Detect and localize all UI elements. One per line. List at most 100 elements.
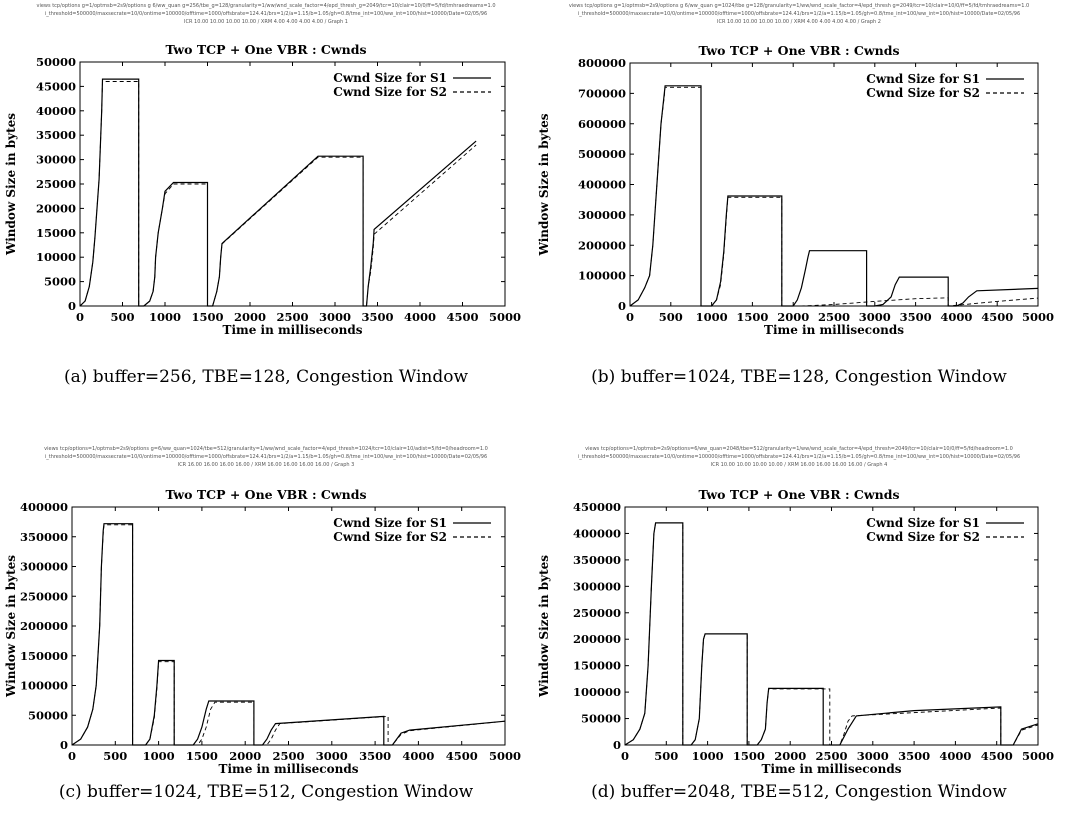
y-tick-label: 150000 [573,659,621,673]
caption-c: (c) buffer=1024, TBE=512, Congestion Win… [58,782,474,802]
legend-label-s1: Cwnd Size for S1 [866,72,980,86]
y-tick-label: 300000 [20,560,68,574]
y-tick-label: 20000 [36,201,76,215]
caption-a: (a) buffer=256, TBE=128, Congestion Wind… [63,367,469,387]
x-tick-label: 500 [110,310,134,324]
x-tick-label: 0 [76,310,84,324]
y-tick-label: 35000 [36,128,76,142]
y-axis-label: Window Size in bytes [4,555,18,698]
x-tick-label: 0 [626,310,634,324]
x-tick-label: 3000 [857,749,889,763]
x-tick-label: 1000 [692,749,724,763]
x-tick-label: 1000 [696,310,728,324]
y-tick-label: 0 [618,299,626,313]
y-axis-label: Window Size in bytes [537,113,551,256]
x-tick-label: 3500 [900,310,932,324]
y-tick-label: 700000 [578,86,626,100]
legend-label-s2: Cwnd Size for S2 [866,530,980,544]
x-tick-label: 5000 [1022,310,1054,324]
y-tick-label: 100000 [578,269,626,283]
x-axis-label: Time in milliseconds [762,762,902,776]
x-tick-label: 5000 [489,749,521,763]
header-line: i_threshold=500000/maxsecrate=10/0/ontim… [578,454,1020,460]
chart-svg: views tcp/options g=1/optmsb=2s9/options… [4,3,521,337]
series-line-s1 [71,523,506,746]
chart-svg: views tcp/options=1/optmsb=2s9/options g… [4,446,521,776]
y-tick-label: 40000 [36,104,76,118]
chart-title: Two TCP + One VBR : Cwnds [165,487,366,502]
legend-label-s2: Cwnd Size for S2 [866,86,980,100]
series-line-s2 [629,86,1039,307]
y-tick-label: 500000 [578,147,626,161]
y-axis-label: Window Size in bytes [4,113,18,256]
legend-label-s1: Cwnd Size for S1 [333,71,447,85]
y-tick-label: 200000 [20,619,68,633]
y-tick-label: 50000 [28,708,68,722]
series-line-s2 [624,522,1039,746]
header-line: views tcp/options=1/optmsb=2s9/options=6… [585,446,1013,452]
x-tick-label: 4000 [402,749,434,763]
header-line: ICR 10.00 10.00 10.00 10.00 / XRM 16.00 … [711,462,888,468]
x-tick-label: 2500 [272,749,304,763]
y-tick-label: 350000 [20,530,68,544]
y-tick-label: 600000 [578,117,626,131]
x-tick-label: 4000 [404,310,436,324]
header-line: views tcp/options g=1/optmsb=2s9/options… [569,3,1029,9]
x-tick-label: 4500 [446,310,478,324]
x-tick-label: 1000 [143,749,175,763]
y-tick-label: 150000 [20,649,68,663]
x-tick-label: 3000 [316,749,348,763]
x-tick-label: 2000 [229,749,261,763]
y-tick-label: 200000 [573,632,621,646]
y-tick-label: 45000 [36,79,76,93]
x-tick-label: 5000 [1022,749,1054,763]
x-tick-label: 3000 [319,310,351,324]
x-tick-label: 1500 [733,749,765,763]
y-tick-label: 0 [60,738,68,752]
chart-title: Two TCP + One VBR : Cwnds [165,42,366,57]
x-axis-label: Time in milliseconds [764,323,904,337]
figure-panel-d: views tcp/options=1/optmsb=2s9/options=6… [533,415,1065,829]
header-line: i_threshold=500000/maxsecrate=10/0/ontim… [45,454,487,460]
header-line: ICR 16.00 16.00 16.00 16.00 / XRM 16.00 … [178,462,355,468]
header-line: i_threshold=500000/maxsecrate=10/0/ontim… [45,11,487,17]
y-tick-label: 15000 [36,226,76,240]
y-axis-label: Window Size in bytes [537,555,551,698]
x-tick-label: 500 [659,310,683,324]
x-tick-label: 1500 [191,310,223,324]
x-tick-label: 3000 [859,310,891,324]
x-tick-label: 2000 [777,310,809,324]
x-tick-label: 0 [621,749,629,763]
x-tick-label: 4000 [939,749,971,763]
x-tick-label: 3500 [361,310,393,324]
y-tick-label: 800000 [578,56,626,70]
x-tick-label: 3500 [898,749,930,763]
series-line-s2 [79,81,477,307]
x-tick-label: 3500 [359,749,391,763]
series-line-s2 [71,524,506,746]
series-line-s1 [629,85,1039,307]
x-tick-label: 2500 [818,310,850,324]
chart-title: Two TCP + One VBR : Cwnds [698,487,899,502]
x-tick-label: 4000 [940,310,972,324]
y-tick-label: 400000 [20,500,68,514]
header-line: ICR 10.00 10.00 10.00 10.00 / XRM 4.00 4… [717,19,881,25]
y-tick-label: 400000 [573,526,621,540]
chart-title: Two TCP + One VBR : Cwnds [698,43,899,58]
x-tick-label: 2500 [815,749,847,763]
x-tick-label: 500 [103,749,127,763]
legend-label-s1: Cwnd Size for S1 [866,516,980,530]
y-tick-label: 0 [68,299,76,313]
x-tick-label: 500 [654,749,678,763]
x-tick-label: 2500 [276,310,308,324]
chart-svg: views tcp/options g=1/optmsb=2s9/options… [537,3,1054,337]
x-tick-label: 1000 [149,310,181,324]
header-line: views tcp/options g=1/optmsb=2s9/options… [36,3,495,9]
x-tick-label: 1500 [186,749,218,763]
legend-label-s1: Cwnd Size for S1 [333,516,447,530]
series-line-s1 [624,522,1039,746]
series-line-s1 [79,78,477,307]
header-line: i_threshold=500000/maxsecrate=10/0/ontim… [578,11,1020,17]
y-tick-label: 200000 [578,238,626,252]
figure-panel-b: views tcp/options g=1/optmsb=2s9/options… [533,0,1065,414]
